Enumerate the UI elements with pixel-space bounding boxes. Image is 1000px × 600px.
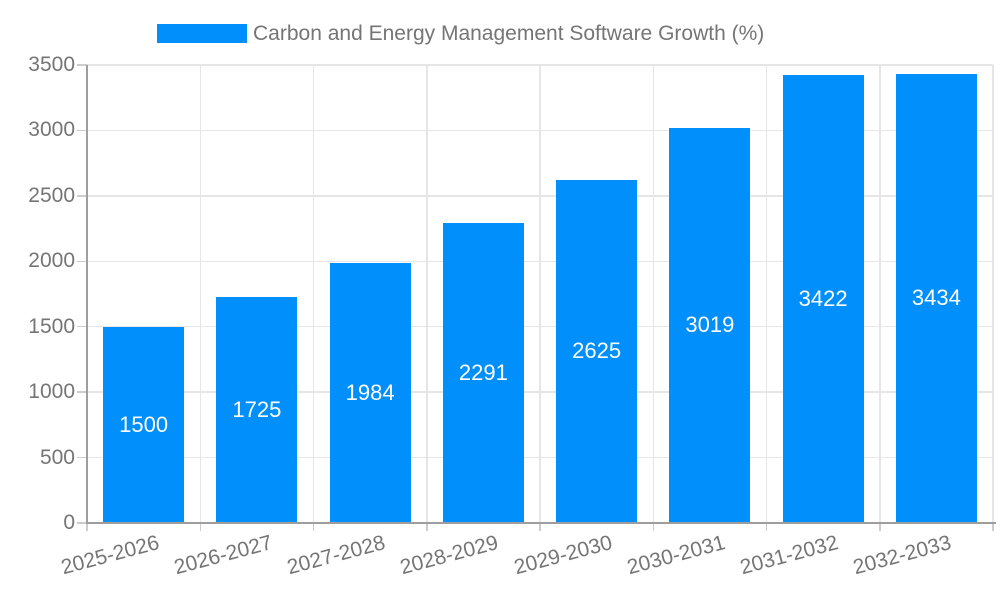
x-tick-mark (992, 523, 994, 531)
v-gridline (539, 65, 541, 523)
bar[interactable] (103, 326, 185, 522)
y-axis-tick-label: 500 (39, 445, 75, 469)
x-tick-mark (312, 523, 315, 531)
v-gridline (652, 65, 654, 523)
legend-swatch (157, 24, 247, 43)
v-gridline (765, 65, 768, 523)
x-tick-mark (879, 523, 881, 531)
y-axis-tick-label: 3000 (28, 118, 75, 142)
x-axis-line (86, 522, 996, 524)
x-tick-mark (652, 523, 654, 531)
v-gridline (879, 65, 881, 523)
bar-value-label: 3434 (911, 285, 961, 311)
v-gridline (199, 65, 201, 523)
x-tick-mark (86, 523, 88, 531)
y-axis-tick-label: 1000 (28, 380, 75, 404)
bar[interactable] (669, 127, 751, 522)
bar-value-label: 2291 (458, 360, 508, 386)
y-tick-mark (77, 391, 87, 393)
bar-value-label: 2625 (572, 338, 622, 364)
y-axis-tick-label: 1500 (28, 314, 75, 338)
y-tick-mark (77, 456, 87, 459)
y-axis-tick-label: 2500 (28, 183, 75, 207)
y-axis-tick-label: 2000 (28, 249, 75, 273)
x-tick-mark (199, 523, 201, 531)
x-tick-mark (539, 523, 541, 531)
bar-value-label: 3019 (685, 312, 735, 338)
y-axis-tick-label: 3500 (28, 53, 75, 76)
y-tick-mark (77, 522, 87, 524)
v-gridline (312, 65, 315, 523)
bar-value-label: 1984 (345, 380, 395, 406)
bar[interactable] (442, 223, 524, 522)
y-tick-mark (77, 129, 87, 132)
bar[interactable] (782, 75, 864, 522)
v-gridline (426, 65, 428, 523)
bar[interactable] (329, 263, 411, 522)
legend-label: Carbon and Energy Management Software Gr… (253, 22, 765, 45)
y-tick-mark (77, 260, 87, 263)
y-axis-line (86, 65, 88, 523)
bar-value-label: 1500 (119, 411, 169, 437)
bar-value-label: 3422 (798, 286, 848, 312)
x-tick-mark (765, 523, 768, 531)
y-tick-mark (77, 195, 87, 197)
x-tick-mark (426, 523, 428, 531)
bar[interactable] (556, 179, 638, 522)
bar-value-label: 1725 (232, 397, 282, 423)
bar[interactable] (216, 297, 298, 522)
v-gridline (992, 65, 994, 523)
bar[interactable] (895, 73, 977, 522)
y-tick-mark (77, 64, 87, 66)
y-tick-mark (77, 325, 87, 328)
y-axis-tick-label: 0 (63, 511, 75, 534)
